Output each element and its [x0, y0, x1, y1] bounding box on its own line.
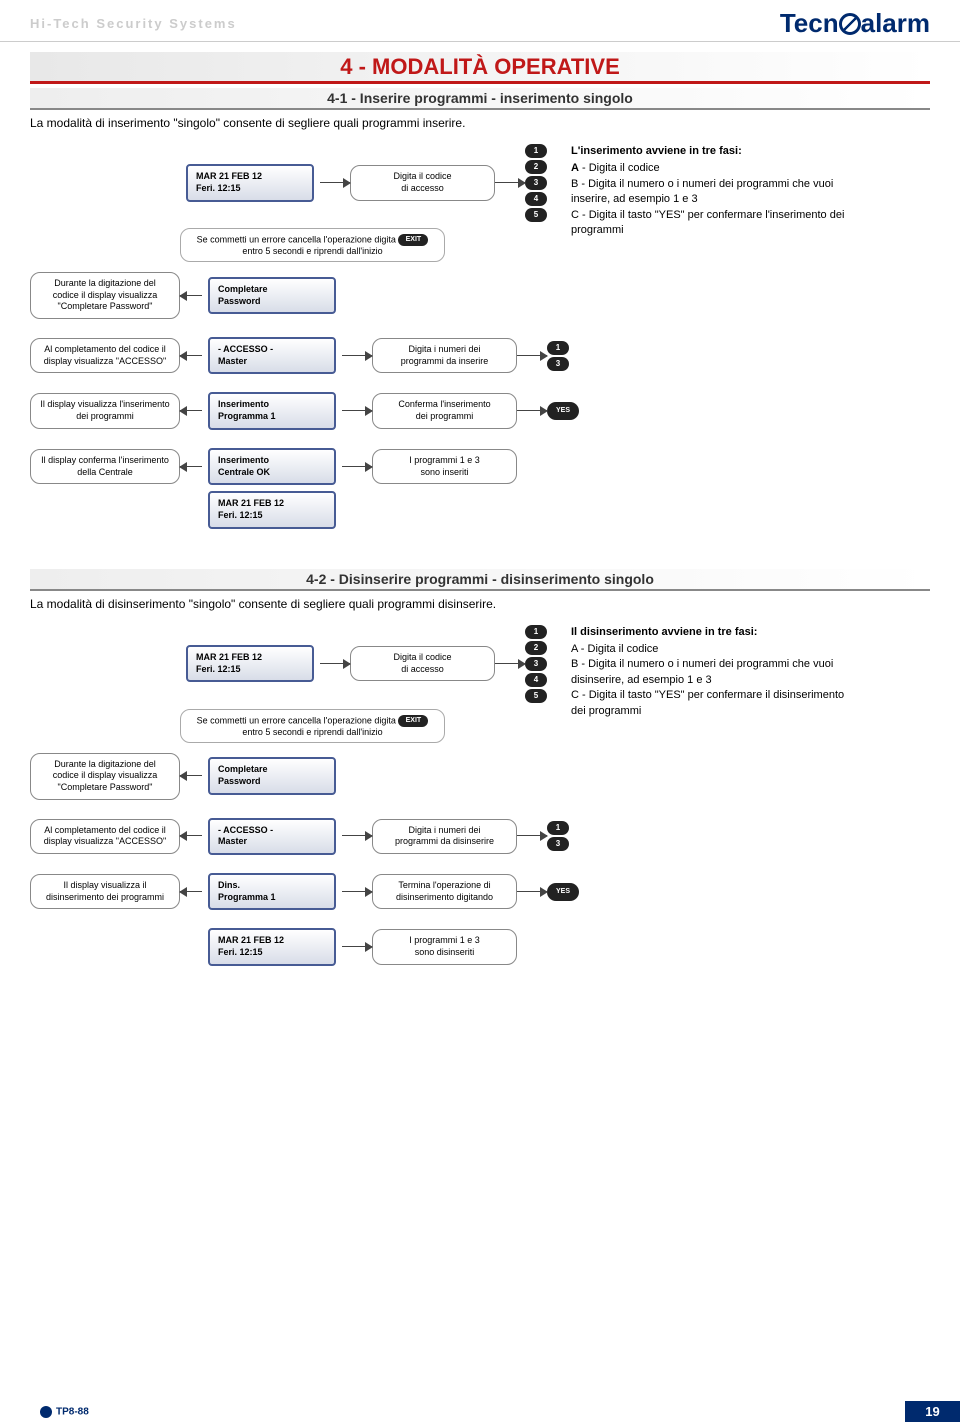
arrow-icon [180, 831, 202, 841]
error-note: Se commetti un errore cancella l'operazi… [180, 709, 445, 743]
arrow-icon [517, 887, 547, 897]
arrow-icon [342, 831, 372, 841]
arrow-icon [495, 178, 525, 188]
section1-intro: La modalità di inserimento "singolo" con… [30, 116, 930, 130]
brand-right: Tecnalarm [780, 8, 930, 39]
desc-inserimento: Il display visualizza l'inserimento dei … [30, 393, 180, 428]
display-dins: Dins. Programma 1 [208, 873, 336, 910]
section2-bullets: Il disinserimento avviene in tre fasi: A… [571, 625, 851, 719]
arrow-icon [180, 406, 202, 416]
section2-intro: La modalità di disinserimento "singolo" … [30, 597, 930, 611]
keypad-small: 1 3 [547, 821, 569, 851]
page-number: 19 [905, 1401, 960, 1422]
page-header: Hi-Tech Security Systems Tecnalarm [0, 0, 960, 42]
desc-completare: Durante la digitazione del codice il dis… [30, 753, 180, 800]
action-termina: Termina l'operazione di disinserimento d… [372, 874, 517, 909]
arrow-icon [180, 291, 202, 301]
display-accesso: - ACCESSO - Master [208, 337, 336, 374]
arrow-icon [180, 887, 202, 897]
arrow-icon [342, 462, 372, 472]
keypad: 1 2 3 4 5 [525, 625, 547, 703]
display-datetime: MAR 21 FEB 12 Feri. 12:15 [186, 164, 314, 201]
arrow-icon [342, 887, 372, 897]
display-completare: Completare Password [208, 277, 336, 314]
desc-centrale: Il display conferma l'inserimento della … [30, 449, 180, 484]
arrow-icon [180, 351, 202, 361]
action-digit-programmi: Digita i numeri dei programmi da disinse… [372, 819, 517, 854]
arrow-icon [517, 831, 547, 841]
display-centrale: Inserimento Centrale OK [208, 448, 336, 485]
display-accesso: - ACCESSO - Master [208, 818, 336, 855]
keypad-small: 1 3 [547, 341, 569, 371]
section2-flow: MAR 21 FEB 12 Feri. 12:15 Digita il codi… [30, 625, 930, 966]
action-programmi-inseriti: I programmi 1 e 3 sono inseriti [372, 449, 517, 484]
arrow-icon [517, 351, 547, 361]
yes-key-icon: YES [547, 402, 579, 420]
action-digit-programmi: Digita i numeri dei programmi da inserir… [372, 338, 517, 373]
arrow-icon [180, 771, 202, 781]
display-datetime-end: MAR 21 FEB 12 Feri. 12:15 [208, 491, 336, 528]
footer-code: TP8-88 [0, 1406, 89, 1418]
section1-flow: MAR 21 FEB 12 Feri. 12:15 Digita il codi… [30, 144, 930, 529]
desc-completare: Durante la digitazione del codice il dis… [30, 272, 180, 319]
arrow-icon [495, 659, 525, 669]
globe-icon [839, 13, 861, 35]
display-inserimento: Inserimento Programma 1 [208, 392, 336, 429]
exit-key-icon: EXIT [398, 715, 428, 727]
display-datetime: MAR 21 FEB 12 Feri. 12:15 [186, 645, 314, 682]
section1-bullets: L'inserimento avviene in tre fasi: A - A… [571, 144, 851, 238]
action-digit-code: Digita il codice di accesso [350, 165, 495, 200]
keypad: 1 2 3 4 5 [525, 144, 547, 222]
logo-dot-icon [40, 1406, 52, 1418]
desc-accesso: Al completamento del codice il display v… [30, 338, 180, 373]
footer: TP8-88 19 [0, 1401, 960, 1422]
arrow-icon [180, 462, 202, 472]
arrow-icon [320, 178, 350, 188]
arrow-icon [320, 659, 350, 669]
arrow-icon [517, 406, 547, 416]
display-datetime-end: MAR 21 FEB 12 Feri. 12:15 [208, 928, 336, 965]
desc-accesso: Al completamento del codice il display v… [30, 819, 180, 854]
action-conferma: Conferma l'inserimento dei programmi [372, 393, 517, 428]
arrow-icon [342, 942, 372, 952]
brand-left: Hi-Tech Security Systems [30, 16, 237, 31]
display-completare: Completare Password [208, 757, 336, 794]
page-title: 4 - MODALITÀ OPERATIVE [30, 52, 930, 84]
action-digit-code: Digita il codice di accesso [350, 646, 495, 681]
error-note: Se commetti un errore cancella l'operazi… [180, 228, 445, 262]
action-programmi-disinseriti: I programmi 1 e 3 sono disinseriti [372, 929, 517, 964]
exit-key-icon: EXIT [398, 234, 428, 246]
yes-key-icon: YES [547, 883, 579, 901]
section2-subtitle: 4-2 - Disinserire programmi - disinserim… [30, 569, 930, 591]
arrow-icon [342, 351, 372, 361]
arrow-icon [342, 406, 372, 416]
desc-disinserimento: Il display visualizza il disinserimento … [30, 874, 180, 909]
section1-subtitle: 4-1 - Inserire programmi - inserimento s… [30, 88, 930, 110]
